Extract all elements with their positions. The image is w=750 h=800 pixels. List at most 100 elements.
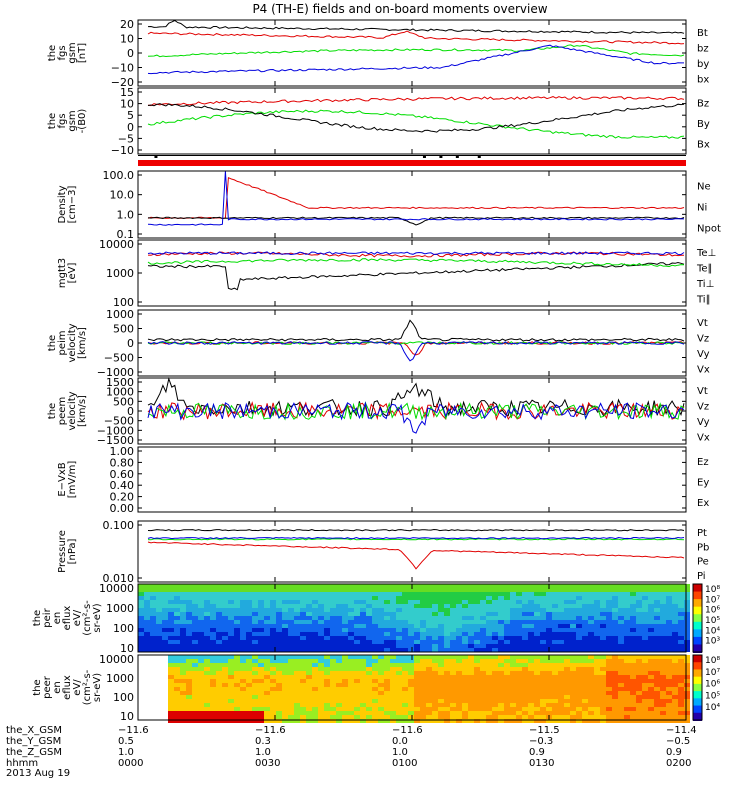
heatmap-cell — [168, 655, 174, 659]
heatmap-cell — [384, 624, 390, 628]
heatmap-cell — [324, 719, 330, 723]
heatmap-cell — [588, 644, 594, 648]
heatmap-cell — [630, 648, 636, 652]
heatmap-cell — [408, 604, 414, 608]
heatmap-cell — [150, 600, 156, 604]
heatmap-cell — [492, 671, 498, 675]
heatmap-cell — [528, 667, 534, 671]
heatmap-cell — [480, 620, 486, 624]
heatmap-cell — [198, 644, 204, 648]
heatmap-cell — [624, 719, 630, 723]
heatmap-cell — [354, 596, 360, 600]
heatmap-cell — [156, 687, 162, 691]
heatmap-cell — [534, 683, 540, 687]
heatmap-cell — [150, 659, 156, 663]
heatmap-cell — [396, 719, 402, 723]
heatmap-cell — [468, 632, 474, 636]
heatmap-cell — [408, 683, 414, 687]
heatmap-cell — [432, 691, 438, 695]
heatmap-cell — [360, 628, 366, 632]
heatmap-cell — [558, 703, 564, 707]
heatmap-cell — [492, 620, 498, 624]
heatmap-cell — [636, 711, 642, 715]
heatmap-cell — [570, 612, 576, 616]
heatmap-cell — [264, 604, 270, 608]
heatmap-cell — [228, 620, 234, 624]
heatmap-cell — [438, 715, 444, 719]
heatmap-cell — [492, 695, 498, 699]
heatmap-cell — [276, 707, 282, 711]
heatmap-cell — [570, 679, 576, 683]
heatmap-cell — [444, 600, 450, 604]
heatmap-cell — [534, 703, 540, 707]
heatmap-cell — [288, 628, 294, 632]
heatmap-cell — [198, 719, 204, 723]
heatmap-cell — [468, 711, 474, 715]
heatmap-cell — [222, 644, 228, 648]
heatmap-cell — [150, 636, 156, 640]
heatmap-cell — [420, 640, 426, 644]
heatmap-cell — [564, 620, 570, 624]
heatmap-cell — [282, 703, 288, 707]
heatmap-cell — [378, 584, 384, 588]
heatmap-cell — [348, 683, 354, 687]
heatmap-cell — [402, 620, 408, 624]
heatmap-cell — [660, 636, 666, 640]
heatmap-cell — [444, 715, 450, 719]
heatmap-cell — [654, 667, 660, 671]
heatmap-cell — [228, 675, 234, 679]
heatmap-cell — [654, 624, 660, 628]
heatmap-cell — [624, 612, 630, 616]
heatmap-cell — [396, 683, 402, 687]
heatmap-cell — [252, 624, 258, 628]
heatmap-cell — [234, 691, 240, 695]
heatmap-cell — [396, 624, 402, 628]
heatmap-cell — [570, 711, 576, 715]
heatmap-cell — [444, 703, 450, 707]
heatmap-cell — [636, 600, 642, 604]
heatmap-cell — [258, 691, 264, 695]
heatmap-cell — [180, 600, 186, 604]
heatmap-cell — [162, 707, 168, 711]
heatmap-cell — [252, 632, 258, 636]
heatmap-cell — [564, 632, 570, 636]
heatmap-cell — [354, 663, 360, 667]
y-axis-label: [nT] — [77, 43, 88, 63]
heatmap-cell — [150, 584, 156, 588]
y-tick-label: −10 — [111, 144, 134, 157]
heatmap-cell — [510, 628, 516, 632]
heatmap-cell — [360, 644, 366, 648]
heatmap-cell — [204, 604, 210, 608]
heatmap-cell — [540, 707, 546, 711]
heatmap-cell — [312, 628, 318, 632]
heatmap-cell — [582, 616, 588, 620]
heatmap-cell — [438, 584, 444, 588]
heatmap-cell — [552, 628, 558, 632]
heatmap-cell — [156, 624, 162, 628]
heatmap-cell — [330, 620, 336, 624]
heatmap-cell — [480, 711, 486, 715]
heatmap-cell — [150, 640, 156, 644]
heatmap-cell — [180, 608, 186, 612]
heatmap-cell — [618, 663, 624, 667]
heatmap-cell — [372, 659, 378, 663]
heatmap-cell — [402, 604, 408, 608]
heatmap-cell — [180, 640, 186, 644]
y-axis-label: [mV/m] — [67, 461, 78, 499]
heatmap-cell — [534, 675, 540, 679]
heatmap-cell — [456, 655, 462, 659]
heatmap-cell — [672, 624, 678, 628]
heatmap-cell — [228, 588, 234, 592]
heatmap-cell — [396, 584, 402, 588]
heatmap-cell — [618, 711, 624, 715]
heatmap-cell — [204, 719, 210, 723]
heatmap-cell — [186, 624, 192, 628]
heatmap-cell — [312, 584, 318, 588]
heatmap-cell — [330, 644, 336, 648]
heatmap-cell — [504, 683, 510, 687]
heatmap-cell — [468, 644, 474, 648]
heatmap-cell — [390, 687, 396, 691]
heatmap-cell — [246, 588, 252, 592]
heatmap-cell — [366, 687, 372, 691]
heatmap-cell — [228, 707, 234, 711]
